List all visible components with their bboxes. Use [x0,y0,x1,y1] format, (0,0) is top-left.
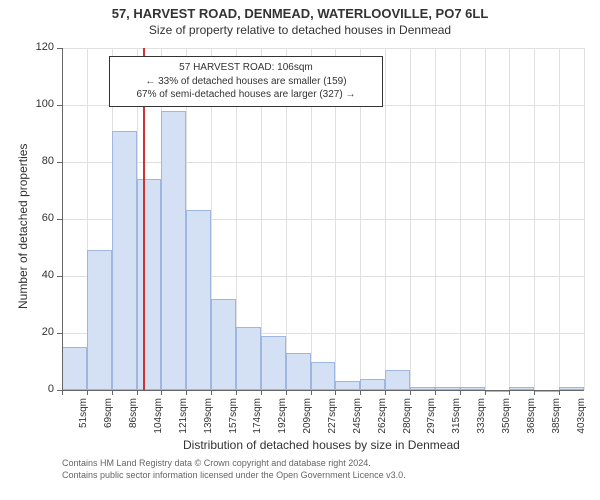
gridline-v [559,48,560,390]
chart-title-main: 57, HARVEST ROAD, DENMEAD, WATERLOOVILLE… [0,0,600,21]
y-tick-label: 40 [26,269,54,281]
x-tick-label: 280sqm [402,398,413,438]
annotation-box: 57 HARVEST ROAD: 106sqm ← 33% of detache… [109,56,383,107]
gridline-v [584,48,585,390]
gridline-h [62,48,584,49]
annotation-line2: ← 33% of detached houses are smaller (15… [116,75,376,89]
x-tick-label: 86sqm [128,398,139,438]
gridline-v [509,48,510,390]
y-tick-label: 100 [26,98,54,110]
x-tick-label: 139sqm [203,398,214,438]
attribution: Contains HM Land Registry data © Crown c… [62,458,406,481]
gridline-v [385,48,386,390]
gridline-h [62,162,584,163]
x-tick-label: 192sqm [277,398,288,438]
x-axis-label: Distribution of detached houses by size … [183,438,460,452]
x-tick-label: 385sqm [551,398,562,438]
gridline-v [460,48,461,390]
y-tick-label: 60 [26,212,54,224]
x-tick-label: 297sqm [426,398,437,438]
histogram-bar [360,379,385,390]
gridline-v [485,48,486,390]
x-tick-label: 403sqm [576,398,587,438]
x-tick-label: 174sqm [252,398,263,438]
x-tick-label: 262sqm [377,398,388,438]
histogram-bar [385,370,410,390]
y-axis-line [62,48,63,390]
gridline-v [410,48,411,390]
y-axis-label: Number of detached properties [16,144,30,309]
x-tick-label: 157sqm [228,398,239,438]
y-tick-label: 0 [26,383,54,395]
histogram-bar [112,131,137,390]
x-tick-label: 368sqm [526,398,537,438]
x-tick-label: 245sqm [352,398,363,438]
gridline-v [435,48,436,390]
attribution-line1: Contains HM Land Registry data © Crown c… [62,458,406,470]
histogram-bar [87,250,112,390]
gridline-v [534,48,535,390]
x-tick-label: 209sqm [302,398,313,438]
y-tick-label: 20 [26,326,54,338]
attribution-line2: Contains public sector information licen… [62,470,406,482]
x-tick-label: 121sqm [178,398,189,438]
histogram-bar [236,327,261,390]
histogram-bar [311,362,336,391]
x-axis-line [62,390,584,391]
histogram-bar [186,210,211,390]
x-tick-label: 350sqm [501,398,512,438]
annotation-line3: 67% of semi-detached houses are larger (… [116,88,376,102]
x-tick-label: 104sqm [153,398,164,438]
chart-title-sub: Size of property relative to detached ho… [0,21,600,37]
histogram-bar [335,381,360,390]
x-tick-label: 69sqm [103,398,114,438]
x-tick-label: 51sqm [78,398,89,438]
histogram-bar [261,336,286,390]
annotation-line1: 57 HARVEST ROAD: 106sqm [116,61,376,75]
histogram-bar [62,347,87,390]
histogram-bar [161,111,186,390]
y-tick-label: 120 [26,41,54,53]
histogram-bar [211,299,236,390]
x-tick-label: 315sqm [451,398,462,438]
histogram-bar [137,179,162,390]
y-tick-label: 80 [26,155,54,167]
x-tick-label: 227sqm [327,398,338,438]
x-tick-label: 333sqm [476,398,487,438]
histogram-bar [286,353,311,390]
